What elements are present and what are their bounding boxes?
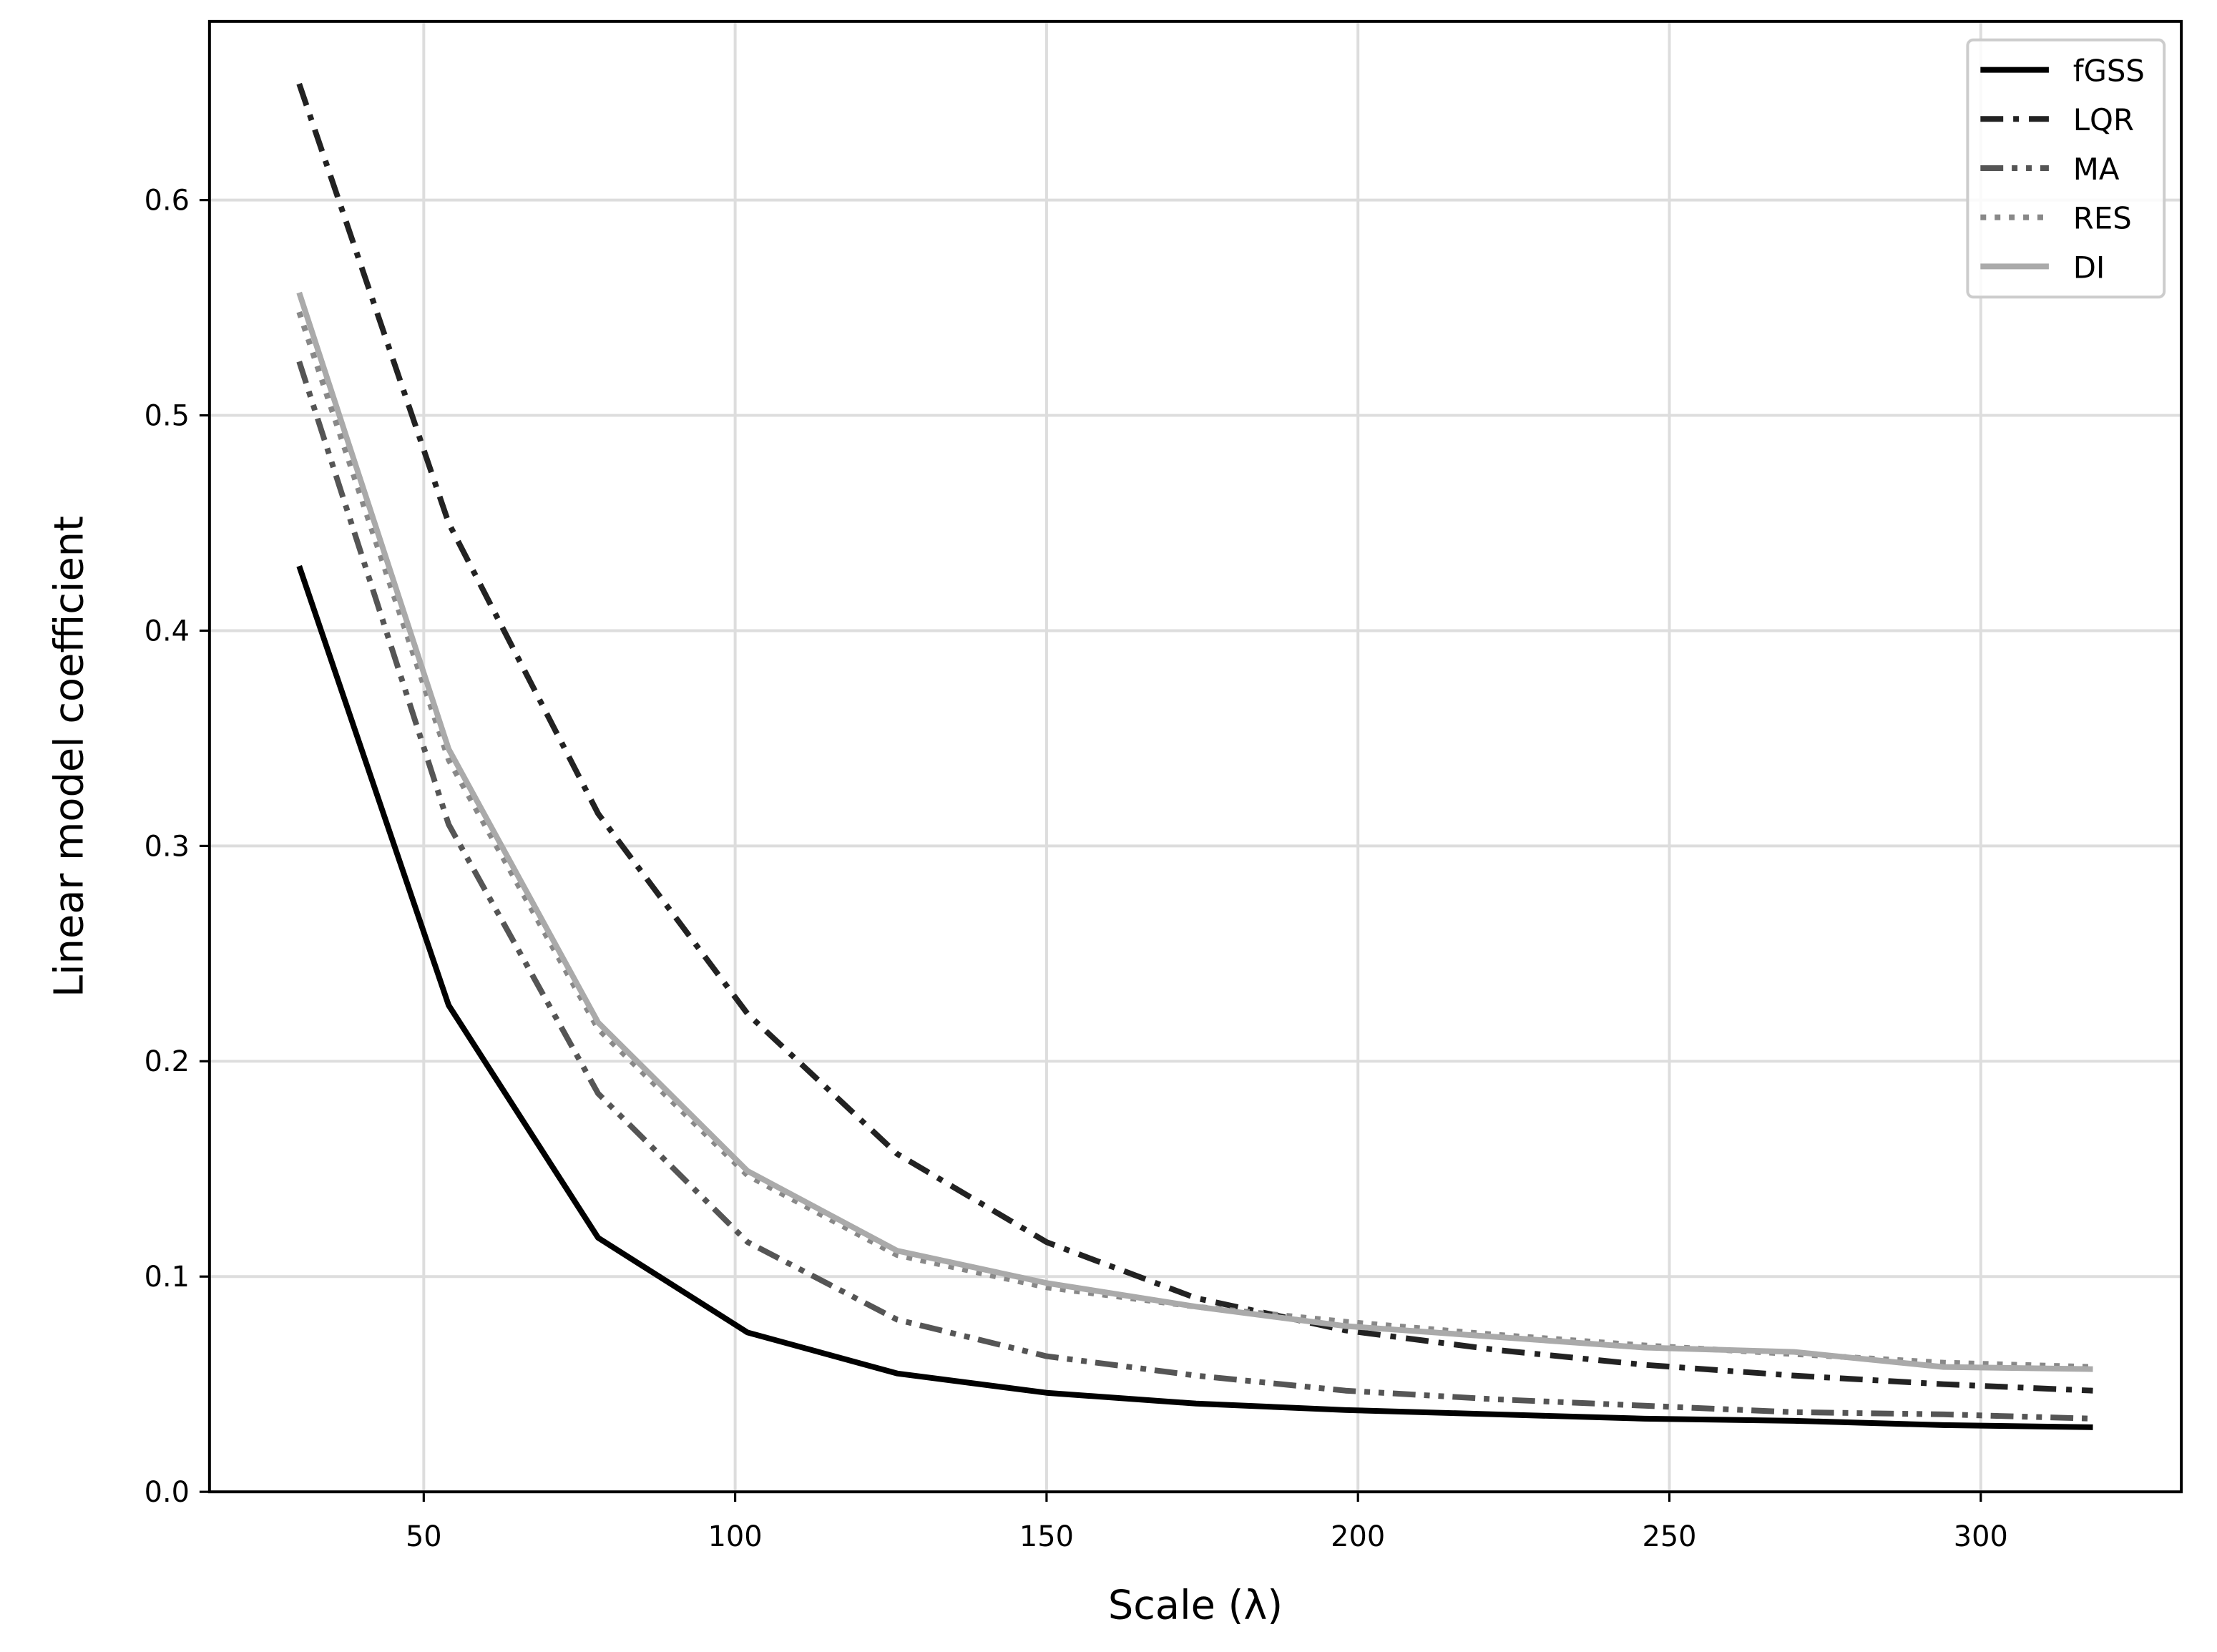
x-tick-label: 50 xyxy=(406,1520,442,1553)
plot-frame xyxy=(207,19,2183,1494)
y-tick-label: 0.4 xyxy=(145,615,190,647)
x-axis-label: Scale (λ) xyxy=(1108,1582,1283,1628)
y-tick-label: 0.6 xyxy=(145,185,190,218)
y-tick-label: 0.1 xyxy=(145,1261,190,1294)
x-tick-label: 300 xyxy=(1954,1520,2008,1553)
y-tick-label: 0.3 xyxy=(145,830,190,863)
legend-label: DI xyxy=(2073,250,2105,285)
line-series xyxy=(296,82,2093,1394)
legend-label: MA xyxy=(2073,152,2120,187)
legend-label: RES xyxy=(2073,201,2132,236)
y-axis-label: Linear model coefficient xyxy=(47,516,93,997)
line-series xyxy=(296,291,2093,1372)
line-series xyxy=(296,361,2093,1422)
x-tick-label: 250 xyxy=(1642,1520,1696,1553)
x-tick-label: 100 xyxy=(708,1520,763,1553)
legend-label: LQR xyxy=(2073,102,2134,137)
y-tick-label: 0.2 xyxy=(145,1045,190,1078)
legend-box xyxy=(1966,38,2166,299)
legend: fGSS LQR MA RES DI xyxy=(1966,38,2166,299)
x-tick-label: 200 xyxy=(1331,1520,1385,1553)
y-tick-label: 0.5 xyxy=(145,399,190,432)
line-series xyxy=(296,311,2093,1370)
line-series xyxy=(296,564,2093,1430)
x-tick-label: 150 xyxy=(1019,1520,1074,1553)
legend-label: fGSS xyxy=(2073,54,2145,89)
y-tick-label: 0.0 xyxy=(145,1476,190,1509)
